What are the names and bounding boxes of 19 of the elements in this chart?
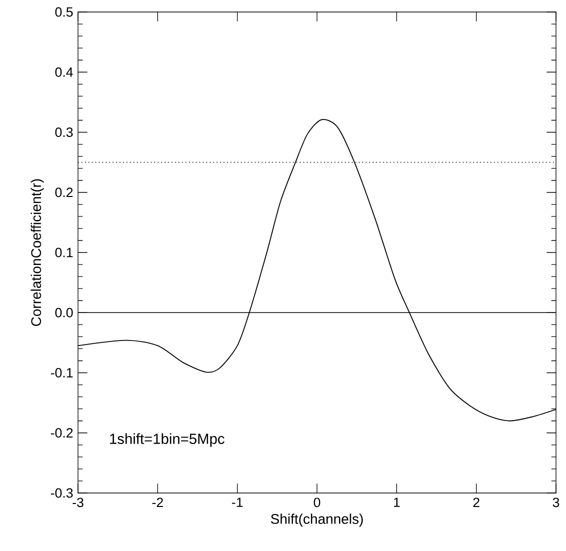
- y-tick-label: -0.3: [50, 488, 73, 498]
- y-tick-label: 0.2: [55, 188, 73, 198]
- y-tick-label: 0.0: [55, 308, 73, 318]
- y-tick-label: -0.2: [50, 428, 73, 438]
- y-axis-title: CorrelationCoefficient(r): [30, 179, 44, 326]
- x-tick-label: -2: [152, 498, 163, 508]
- y-tick-label: 0.1: [55, 248, 73, 258]
- y-tick-label: -0.1: [50, 368, 73, 378]
- x-tick-label: 1: [394, 498, 400, 507]
- y-tick-label: 0.5: [55, 7, 73, 17]
- x-tick-label: 0: [314, 498, 320, 508]
- y-tick-label: 0.4: [55, 67, 73, 77]
- x-tick-label: 2: [473, 498, 480, 508]
- x-tick-label: -3: [72, 498, 84, 508]
- x-tick-label: 3: [552, 498, 560, 508]
- annotation: 1shift=1bin=5Mpc: [110, 433, 224, 447]
- x-axis-title: Shift(channels): [270, 514, 363, 527]
- x-tick-label: -1: [232, 498, 243, 507]
- y-tick-label: 0.3: [55, 128, 73, 137]
